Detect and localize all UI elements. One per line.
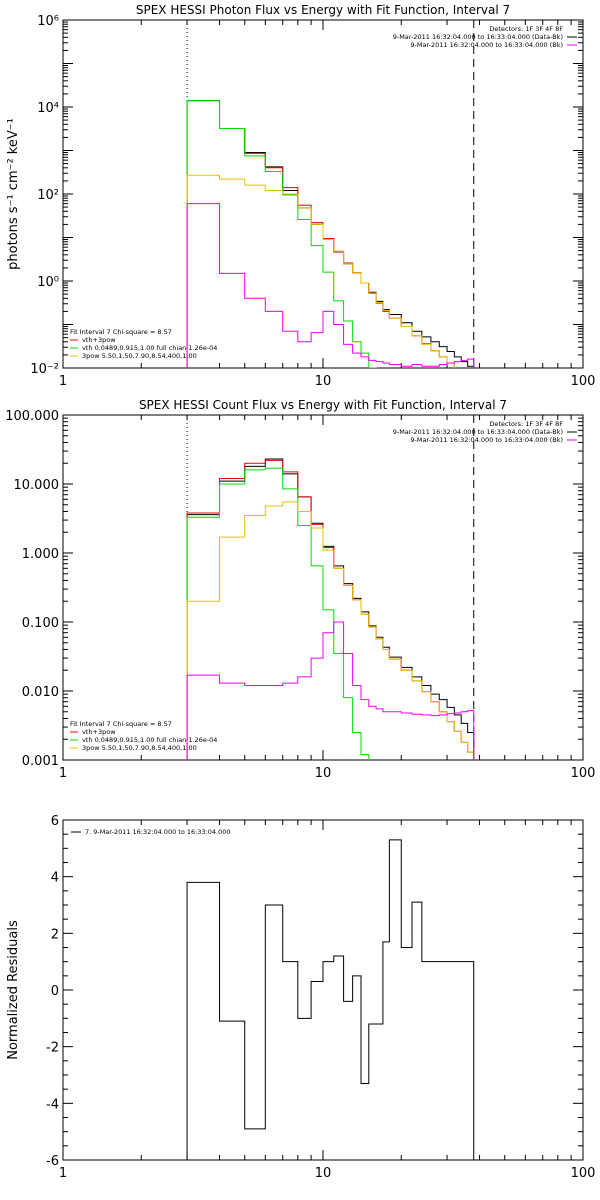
legend-bottomleft-entry: Fit Interval 7 Chi-square = 8.57 (70, 328, 172, 336)
y-tick-label: 0 (51, 984, 59, 999)
y-tick-label: 1.000 (22, 547, 59, 562)
y-tick-label: 10² (37, 188, 59, 203)
plot-frame (62, 819, 584, 1161)
legend-topright-entry: 9-Mar-2011 16:32:04.000 to 16:33:04.000 … (410, 436, 563, 444)
y-tick-label: 0.100 (22, 616, 59, 631)
series-group (186, 839, 475, 1160)
legend-bottomleft-entry: vth 0.0489,0.915,1.00 full chian 1.26e-0… (82, 344, 217, 352)
x-tick-label: 1 (59, 766, 67, 781)
legend-bottomleft-entry: vth+3pow (82, 336, 116, 344)
x-tick-label: 10 (315, 1166, 332, 1181)
chart-3: Normalized Residuals 1 10 100 -6 -4 -2 0 2 4 6 7. 9… (6, 814, 595, 1181)
legend-topright-entry: 9-Mar-2011 16:32:04.000 to 16:33:04.000 … (410, 41, 563, 49)
x-tick-label: 10 (315, 374, 332, 389)
y-tick-label: 0.001 (22, 754, 59, 769)
x-tick-label: 100 (571, 766, 596, 781)
series-line-2 (186, 467, 475, 760)
legend-bottomleft-entry: 3pow 5.50,1.50,7.90,8.54,400,1.00 (82, 352, 197, 360)
y-tick-label: 100.000 (5, 409, 59, 424)
series-line-4 (186, 203, 475, 368)
y-tick-label: 4 (51, 871, 59, 886)
series-group (186, 100, 475, 368)
x-tick-label: 10 (315, 766, 332, 781)
y-axis-label: photons s⁻¹ cm⁻² keV⁻¹ (6, 118, 21, 270)
x-tick-label: 1 (59, 1166, 67, 1181)
y-tick-label: -4 (46, 1097, 59, 1112)
y-tick-label: 10⁶ (37, 14, 59, 29)
chart-2: SPEX HESSI Count Flux vs Energy with Fit… (5, 398, 595, 781)
legend-bottomleft-entry: vth+3pow (82, 728, 116, 736)
chart-title: SPEX HESSI Count Flux vs Energy with Fit… (139, 398, 507, 412)
y-tick-label: -6 (46, 1154, 59, 1169)
series-line-2 (186, 100, 475, 368)
legend-topleft-entry: 7. 9-Mar-2011 16:32:04.000 to 16:33:04.0… (85, 828, 231, 836)
y-tick-label: 6 (51, 814, 59, 829)
series-line-0 (186, 100, 475, 368)
x-tick-label: 1 (59, 374, 67, 389)
y-axis-label: Normalized Residuals (6, 920, 21, 1060)
legend-bottomleft-entry: Fit Interval 7 Chi-square = 8.57 (70, 720, 172, 728)
legend-topright-entry: Detectors: 1F 3F 4F 8F (489, 25, 563, 33)
legend-topright-entry: 9-Mar-2011 16:32:04.000 to 16:33:04.000 … (393, 33, 563, 41)
y-tick-label: 10⁰ (37, 275, 59, 290)
legend-topright-entry: 9-Mar-2011 16:32:04.000 to 16:33:04.000 … (393, 428, 563, 436)
x-tick-label: 100 (571, 1166, 596, 1181)
chart-title: SPEX HESSI Photon Flux vs Energy with Fi… (136, 3, 510, 17)
legend-bottomleft-entry: 3pow 5.50,1.50,7.90,8.54,400,1.00 (82, 744, 197, 752)
y-tick-label: -2 (46, 1041, 59, 1056)
y-tick-label: 10⁴ (37, 101, 59, 116)
series-line-4 (186, 621, 475, 760)
series-line-0 (186, 839, 475, 1160)
y-tick-label: 0.010 (22, 685, 59, 700)
legend-topright-entry: Detectors: 1F 3F 4F 8F (489, 420, 563, 428)
series-line-3 (186, 174, 475, 368)
legend-bottomleft-entry: vth 0.0489,0.915,1.00 full chian 1.26e-0… (82, 736, 217, 744)
series-group (186, 458, 475, 760)
series-line-3 (186, 501, 475, 760)
chart-1: SPEX HESSI Photon Flux vs Energy with Fi… (6, 3, 595, 389)
x-tick-label: 100 (571, 374, 596, 389)
y-tick-label: 10⁻² (30, 362, 59, 377)
y-tick-label: 2 (51, 927, 59, 942)
y-tick-label: 10.000 (14, 478, 60, 493)
